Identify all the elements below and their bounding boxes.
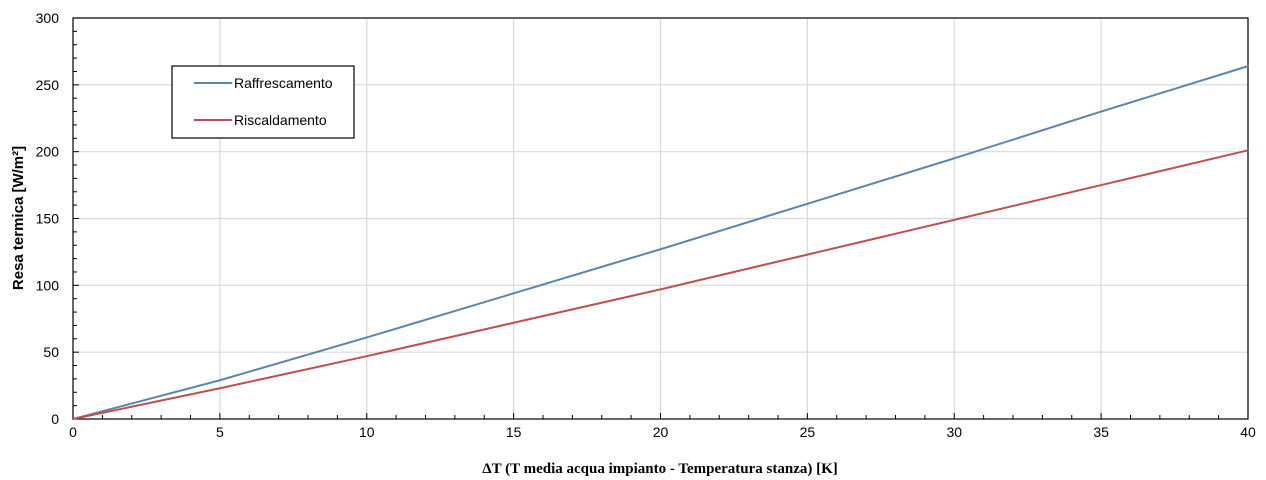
series-line-raffrescamento bbox=[72, 65, 1249, 420]
x-tick-label: 15 bbox=[506, 424, 522, 440]
x-tick-label: 0 bbox=[69, 424, 77, 440]
x-tick-label: 10 bbox=[359, 424, 375, 440]
legend-label-riscaldamento: Riscaldamento bbox=[234, 112, 327, 128]
y-tick-label: 300 bbox=[36, 10, 60, 26]
x-tick-label: 40 bbox=[1240, 424, 1256, 440]
legend-box bbox=[171, 65, 355, 139]
y-axis-title: Resa termica [W/m²] bbox=[10, 146, 27, 290]
y-tick-label: 200 bbox=[36, 144, 60, 160]
x-tick-label: 25 bbox=[800, 424, 816, 440]
y-tick-label: 100 bbox=[36, 277, 60, 293]
x-tick-label: 30 bbox=[946, 424, 962, 440]
y-tick-label: 250 bbox=[36, 77, 60, 93]
legend-label-raffrescamento: Raffrescamento bbox=[234, 75, 333, 91]
y-tick-label: 50 bbox=[43, 344, 59, 360]
series-layer bbox=[72, 65, 1249, 420]
x-tick-label: 5 bbox=[216, 424, 224, 440]
y-tick-label: 150 bbox=[36, 211, 60, 227]
x-tick-label: 20 bbox=[653, 424, 669, 440]
legend: Raffrescamento Riscaldamento bbox=[171, 65, 355, 139]
series-line-riscaldamento bbox=[72, 149, 1249, 420]
y-tick-label: 0 bbox=[51, 411, 59, 427]
axis-layer: 0 5 10 15 20 25 30 35 40 0 50 100 150 200 250 300 bbox=[36, 10, 1256, 440]
x-tick-label: 35 bbox=[1093, 424, 1109, 440]
x-axis-title: ΔT (T media acqua impianto - Temperatura… bbox=[482, 461, 838, 477]
